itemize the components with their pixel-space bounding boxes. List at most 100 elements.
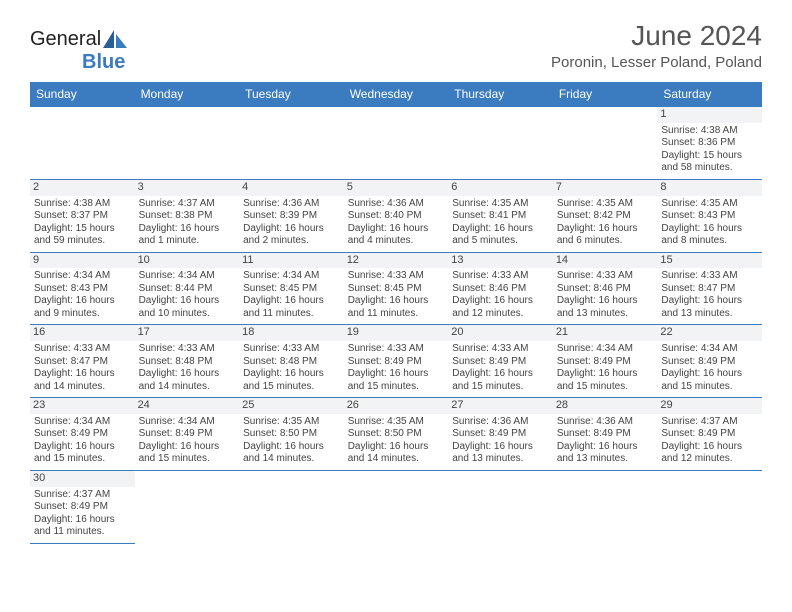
- calendar-cell: 8Sunrise: 4:35 AMSunset: 8:43 PMDaylight…: [657, 179, 762, 252]
- calendar-cell: 6Sunrise: 4:35 AMSunset: 8:41 PMDaylight…: [448, 179, 553, 252]
- weekday-header: Monday: [135, 82, 240, 107]
- sunset-text: Sunset: 8:46 PM: [557, 283, 654, 296]
- daylight-text: and 59 minutes.: [34, 235, 131, 248]
- calendar-cell: [657, 470, 762, 543]
- calendar-cell: 23Sunrise: 4:34 AMSunset: 8:49 PMDayligh…: [30, 398, 135, 471]
- daylight-text: and 12 minutes.: [452, 308, 549, 321]
- sunrise-text: Sunrise: 4:35 AM: [348, 416, 445, 429]
- day-number: 13: [448, 253, 553, 269]
- daylight-text: Daylight: 16 hours: [557, 368, 654, 381]
- sunset-text: Sunset: 8:43 PM: [661, 210, 758, 223]
- sunrise-text: Sunrise: 4:37 AM: [661, 416, 758, 429]
- daylight-text: Daylight: 16 hours: [348, 368, 445, 381]
- daylight-text: and 58 minutes.: [661, 162, 758, 175]
- sunset-text: Sunset: 8:49 PM: [34, 501, 131, 514]
- calendar-week-row: 1Sunrise: 4:38 AMSunset: 8:36 PMDaylight…: [30, 107, 762, 180]
- logo-word1: General: [30, 28, 101, 50]
- calendar-cell: 22Sunrise: 4:34 AMSunset: 8:49 PMDayligh…: [657, 325, 762, 398]
- daylight-text: and 14 minutes.: [139, 381, 236, 394]
- daylight-text: Daylight: 16 hours: [139, 223, 236, 236]
- day-number: 1: [657, 107, 762, 123]
- sunrise-text: Sunrise: 4:36 AM: [557, 416, 654, 429]
- calendar-cell: 11Sunrise: 4:34 AMSunset: 8:45 PMDayligh…: [239, 252, 344, 325]
- calendar-page: General Blue June 2024 Poronin, Lesser P…: [0, 0, 792, 564]
- sunset-text: Sunset: 8:45 PM: [348, 283, 445, 296]
- daylight-text: Daylight: 16 hours: [452, 368, 549, 381]
- day-number: 22: [657, 325, 762, 341]
- sunrise-text: Sunrise: 4:36 AM: [348, 198, 445, 211]
- day-number: 5: [344, 180, 449, 196]
- sunrise-text: Sunrise: 4:34 AM: [243, 270, 340, 283]
- day-number: 27: [448, 398, 553, 414]
- calendar-cell: 7Sunrise: 4:35 AMSunset: 8:42 PMDaylight…: [553, 179, 658, 252]
- sunrise-text: Sunrise: 4:34 AM: [139, 270, 236, 283]
- sunset-text: Sunset: 8:49 PM: [348, 356, 445, 369]
- page-subtitle: Poronin, Lesser Poland, Poland: [551, 54, 762, 71]
- calendar-cell: 4Sunrise: 4:36 AMSunset: 8:39 PMDaylight…: [239, 179, 344, 252]
- calendar-cell: 28Sunrise: 4:36 AMSunset: 8:49 PMDayligh…: [553, 398, 658, 471]
- title-block: June 2024 Poronin, Lesser Poland, Poland: [551, 20, 762, 71]
- sunset-text: Sunset: 8:48 PM: [139, 356, 236, 369]
- sunset-text: Sunset: 8:40 PM: [348, 210, 445, 223]
- sunrise-text: Sunrise: 4:34 AM: [34, 270, 131, 283]
- daylight-text: Daylight: 16 hours: [557, 295, 654, 308]
- calendar-cell: 9Sunrise: 4:34 AMSunset: 8:43 PMDaylight…: [30, 252, 135, 325]
- sunset-text: Sunset: 8:43 PM: [34, 283, 131, 296]
- page-header: General Blue June 2024 Poronin, Lesser P…: [30, 20, 762, 74]
- sunset-text: Sunset: 8:49 PM: [139, 428, 236, 441]
- daylight-text: and 4 minutes.: [348, 235, 445, 248]
- sunrise-text: Sunrise: 4:33 AM: [452, 270, 549, 283]
- calendar-cell: 14Sunrise: 4:33 AMSunset: 8:46 PMDayligh…: [553, 252, 658, 325]
- sunrise-text: Sunrise: 4:33 AM: [557, 270, 654, 283]
- daylight-text: Daylight: 16 hours: [452, 223, 549, 236]
- daylight-text: Daylight: 16 hours: [348, 295, 445, 308]
- weekday-header: Thursday: [448, 82, 553, 107]
- sunset-text: Sunset: 8:49 PM: [452, 428, 549, 441]
- day-number: 14: [553, 253, 658, 269]
- daylight-text: Daylight: 16 hours: [661, 368, 758, 381]
- sunrise-text: Sunrise: 4:35 AM: [661, 198, 758, 211]
- calendar-week-row: 23Sunrise: 4:34 AMSunset: 8:49 PMDayligh…: [30, 398, 762, 471]
- calendar-table: Sunday Monday Tuesday Wednesday Thursday…: [30, 82, 762, 544]
- sunrise-text: Sunrise: 4:37 AM: [34, 489, 131, 502]
- sunrise-text: Sunrise: 4:38 AM: [34, 198, 131, 211]
- day-number: 23: [30, 398, 135, 414]
- daylight-text: and 15 minutes.: [348, 381, 445, 394]
- calendar-cell: [448, 470, 553, 543]
- daylight-text: and 15 minutes.: [452, 381, 549, 394]
- weekday-header: Saturday: [657, 82, 762, 107]
- daylight-text: Daylight: 16 hours: [557, 441, 654, 454]
- day-number: 12: [344, 253, 449, 269]
- day-number: 15: [657, 253, 762, 269]
- daylight-text: and 13 minutes.: [452, 453, 549, 466]
- calendar-cell: [553, 470, 658, 543]
- daylight-text: Daylight: 16 hours: [243, 368, 340, 381]
- logo-word2: Blue: [82, 51, 125, 73]
- sunset-text: Sunset: 8:47 PM: [34, 356, 131, 369]
- sunrise-text: Sunrise: 4:33 AM: [452, 343, 549, 356]
- daylight-text: Daylight: 15 hours: [34, 223, 131, 236]
- daylight-text: Daylight: 16 hours: [452, 295, 549, 308]
- daylight-text: Daylight: 16 hours: [557, 223, 654, 236]
- calendar-cell: 13Sunrise: 4:33 AMSunset: 8:46 PMDayligh…: [448, 252, 553, 325]
- daylight-text: and 15 minutes.: [557, 381, 654, 394]
- sunset-text: Sunset: 8:49 PM: [661, 428, 758, 441]
- daylight-text: Daylight: 16 hours: [34, 368, 131, 381]
- sunset-text: Sunset: 8:49 PM: [34, 428, 131, 441]
- daylight-text: and 9 minutes.: [34, 308, 131, 321]
- daylight-text: and 15 minutes.: [139, 453, 236, 466]
- calendar-cell: 26Sunrise: 4:35 AMSunset: 8:50 PMDayligh…: [344, 398, 449, 471]
- daylight-text: and 11 minutes.: [34, 526, 131, 539]
- daylight-text: and 14 minutes.: [243, 453, 340, 466]
- day-number: 8: [657, 180, 762, 196]
- daylight-text: Daylight: 16 hours: [139, 368, 236, 381]
- daylight-text: Daylight: 16 hours: [243, 441, 340, 454]
- sunset-text: Sunset: 8:48 PM: [243, 356, 340, 369]
- sunset-text: Sunset: 8:42 PM: [557, 210, 654, 223]
- calendar-cell: 10Sunrise: 4:34 AMSunset: 8:44 PMDayligh…: [135, 252, 240, 325]
- day-number: 28: [553, 398, 658, 414]
- calendar-cell: 12Sunrise: 4:33 AMSunset: 8:45 PMDayligh…: [344, 252, 449, 325]
- day-number: 4: [239, 180, 344, 196]
- sunrise-text: Sunrise: 4:33 AM: [34, 343, 131, 356]
- daylight-text: Daylight: 16 hours: [139, 295, 236, 308]
